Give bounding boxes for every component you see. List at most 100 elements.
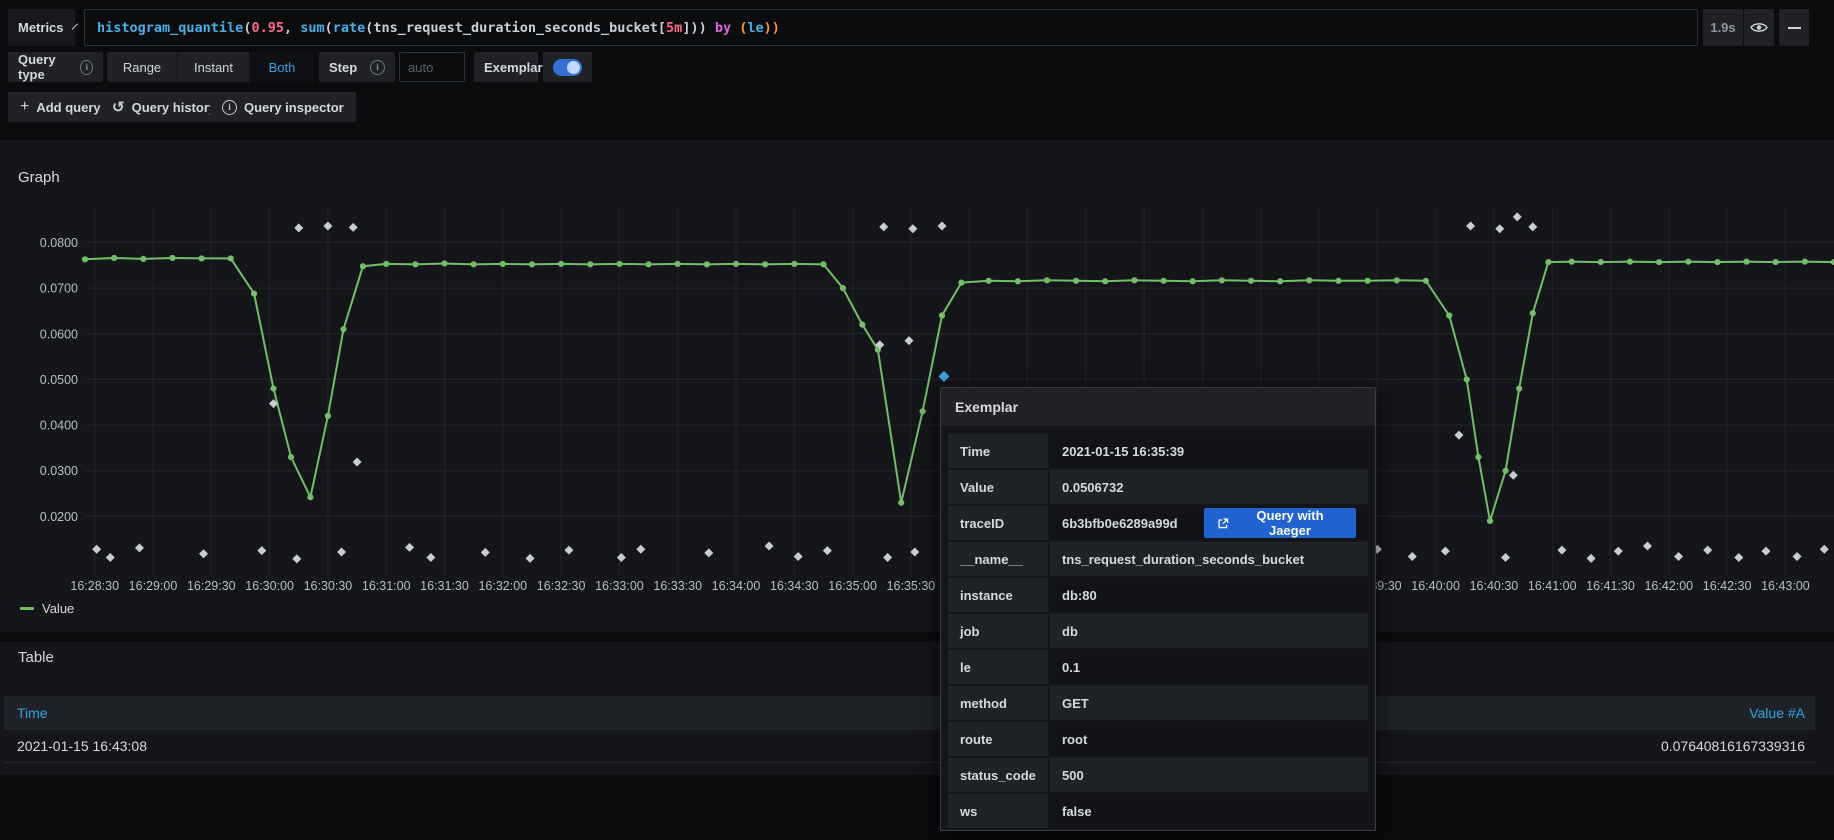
series-point (645, 261, 652, 268)
exemplar-diamond[interactable] (105, 552, 115, 562)
selected-exemplar-diamond[interactable] (938, 370, 950, 382)
tooltip-row-value: false (1050, 794, 1368, 828)
exemplar-diamond[interactable] (1761, 546, 1771, 556)
x-axis-label: 16:32:30 (537, 579, 586, 593)
exemplar-diamond[interactable] (348, 222, 358, 232)
step-label: Step (329, 59, 358, 75)
exemplar-diamond[interactable] (937, 221, 947, 231)
column-header-value-a[interactable]: Value #A (1749, 705, 1805, 721)
series-point (1218, 277, 1225, 284)
cell-value-a: 0.07640816167339316 (1660, 738, 1805, 754)
exemplar-diamond[interactable] (426, 552, 436, 562)
exemplar-diamond[interactable] (875, 340, 885, 350)
query-history-label: Query history (131, 99, 217, 115)
collapse-query-button[interactable] (1779, 9, 1809, 46)
x-axis-label: 16:34:30 (770, 579, 819, 593)
column-header-time[interactable]: Time (17, 705, 48, 721)
exemplar-diamond[interactable] (1792, 552, 1802, 562)
exemplar-diamond[interactable] (636, 544, 646, 554)
legend[interactable]: Value (20, 601, 74, 616)
exemplar-diamond[interactable] (1557, 545, 1567, 555)
query-inspector-button[interactable]: i Query inspector (210, 92, 356, 122)
exemplar-diamond[interactable] (1495, 224, 1505, 234)
timeseries-chart[interactable]: 0.0200 0.0300 0.0400 0.0500 0.0600 0.0700 0.08… (0, 200, 1834, 600)
query-type-option-instant[interactable]: Instant (177, 52, 249, 82)
query-with-jaeger-button[interactable]: Query with Jaeger (1203, 508, 1356, 538)
exemplar-diamond[interactable] (910, 547, 920, 557)
exemplar-diamond[interactable] (269, 399, 279, 409)
exemplar-diamond[interactable] (1512, 212, 1522, 222)
exemplar-diamond[interactable] (1674, 552, 1684, 562)
exemplar-diamond[interactable] (525, 553, 535, 563)
series-point (1189, 278, 1196, 285)
exemplar-diamond[interactable] (257, 546, 267, 556)
exemplar-diamond[interactable] (199, 549, 209, 559)
exemplar-diamond[interactable] (704, 548, 714, 558)
exemplar-diamond[interactable] (1407, 552, 1417, 562)
exemplar-diamond[interactable] (879, 222, 889, 232)
tooltip-row-label: traceID (948, 506, 1048, 540)
exemplar-diamond[interactable] (352, 457, 362, 467)
exemplar-diamond[interactable] (1734, 552, 1744, 562)
y-axis-label: 0.0400 (40, 419, 78, 433)
series-point (270, 385, 277, 392)
exemplar-diamond[interactable] (764, 541, 774, 551)
exemplar-diamond[interactable] (564, 545, 574, 555)
exemplar-diamond[interactable] (793, 552, 803, 562)
table-header-row: Time Value #A (4, 696, 1815, 730)
exemplar-diamond[interactable] (822, 546, 832, 556)
series-point (499, 260, 506, 268)
exemplar-diamond[interactable] (134, 543, 144, 553)
exemplar-diamond[interactable] (1528, 222, 1538, 232)
query-editor[interactable]: histogram_quantile(0.95, sum(rate(tns_re… (84, 9, 1698, 46)
series-point (1102, 278, 1109, 285)
exemplars-toggle[interactable] (553, 58, 582, 76)
exemplar-diamond[interactable] (405, 542, 415, 552)
exemplar-diamond[interactable] (883, 552, 893, 562)
query-type-option-both[interactable]: Both (249, 52, 314, 82)
series-point (839, 285, 847, 292)
y-axis-label: 0.0300 (40, 464, 78, 478)
tooltip-row-value: 2021-01-15 16:35:39 (1050, 434, 1368, 468)
preview-query-button[interactable] (1744, 9, 1774, 46)
exemplar-diamond[interactable] (1440, 546, 1450, 556)
tooltip-row-label: status_code (948, 758, 1048, 792)
info-icon[interactable]: i (370, 59, 385, 75)
query-history-button[interactable]: ↺ Query history (100, 92, 229, 122)
series-point (1597, 258, 1604, 266)
exemplar-diamond[interactable] (1466, 221, 1476, 231)
series-point (1335, 277, 1342, 284)
exemplar-diamond[interactable] (1501, 552, 1511, 562)
exemplar-diamond[interactable] (480, 547, 490, 557)
query-type-option-range[interactable]: Range (122, 59, 162, 75)
exemplar-diamond[interactable] (1613, 546, 1623, 556)
exemplar-diamond[interactable] (294, 223, 304, 233)
query-token: 5m (666, 19, 683, 36)
exemplar-diamond[interactable] (908, 224, 918, 234)
exemplar-diamond[interactable] (92, 544, 102, 554)
exemplar-diamond[interactable] (1508, 470, 1518, 480)
step-input[interactable] (399, 52, 465, 82)
query-token: ( (243, 19, 252, 36)
exemplar-diamond[interactable] (292, 554, 302, 564)
tooltip-value-text: 2021-01-15 16:35:39 (1062, 443, 1185, 459)
tooltip-row-value: root (1050, 722, 1368, 756)
exemplar-diamond[interactable] (904, 336, 914, 346)
info-icon[interactable]: i (80, 59, 93, 75)
exemplar-diamond[interactable] (337, 547, 347, 557)
series-point (140, 255, 147, 262)
exemplar-diamond[interactable] (1642, 541, 1652, 551)
tooltip-row-value: tns_request_duration_seconds_bucket (1050, 542, 1368, 576)
datasource-picker[interactable]: Metrics (8, 9, 78, 46)
tooltip-value-text: root (1062, 731, 1088, 747)
exemplar-diamond[interactable] (616, 552, 626, 562)
exemplar-diamond[interactable] (1586, 553, 1596, 563)
series-point (1446, 312, 1453, 319)
exemplar-diamond[interactable] (1819, 544, 1829, 554)
exemplar-diamond[interactable] (1703, 545, 1713, 555)
series-point (359, 263, 366, 270)
add-query-button[interactable]: + Add query (8, 92, 113, 122)
exemplar-diamond[interactable] (323, 221, 333, 231)
exemplar-diamond[interactable] (1454, 430, 1464, 440)
table-row[interactable]: 2021-01-15 16:43:08 0.07640816167339316 (4, 730, 1815, 763)
